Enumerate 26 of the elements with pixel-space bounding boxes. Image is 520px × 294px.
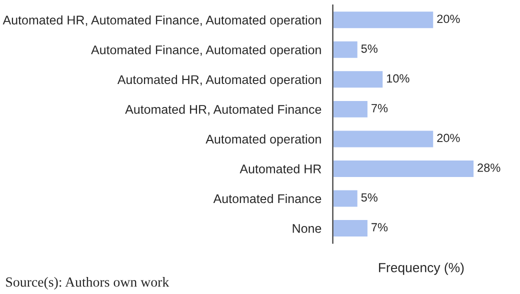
y-tick-label: Automated HR, Automated Finance, Automated operation	[2, 15, 321, 28]
source-note: Source(s): Authors own work	[6, 276, 170, 290]
y-tick-label: Automated operation	[206, 134, 321, 146]
bar	[332, 10, 435, 30]
y-tick-label: Automated HR	[240, 164, 322, 174]
bar	[332, 70, 384, 90]
data-label: 10%	[386, 74, 410, 83]
data-label: 7%	[372, 223, 388, 232]
y-tick-label: Automated HR, Automated operation	[117, 74, 321, 87]
data-label: 5%	[361, 44, 378, 53]
bar	[332, 159, 475, 178]
x-axis-title: Frequency (%)	[379, 262, 464, 275]
bar	[332, 129, 435, 149]
bar	[332, 218, 369, 238]
data-label: 20%	[437, 14, 460, 24]
y-tick-label: Automated Finance	[213, 194, 322, 204]
y-tick-label: Automated HR, Automated Finance	[125, 104, 322, 116]
data-label: 7%	[372, 104, 388, 112]
data-label: 5%	[361, 193, 378, 202]
bar	[332, 40, 359, 60]
data-label: 28%	[478, 164, 500, 172]
data-label: 20%	[437, 134, 460, 142]
y-tick-label: None	[292, 224, 322, 233]
bar	[332, 100, 369, 119]
bar	[332, 188, 359, 208]
y-tick-label: Automated Finance, Automated operation	[91, 45, 321, 57]
